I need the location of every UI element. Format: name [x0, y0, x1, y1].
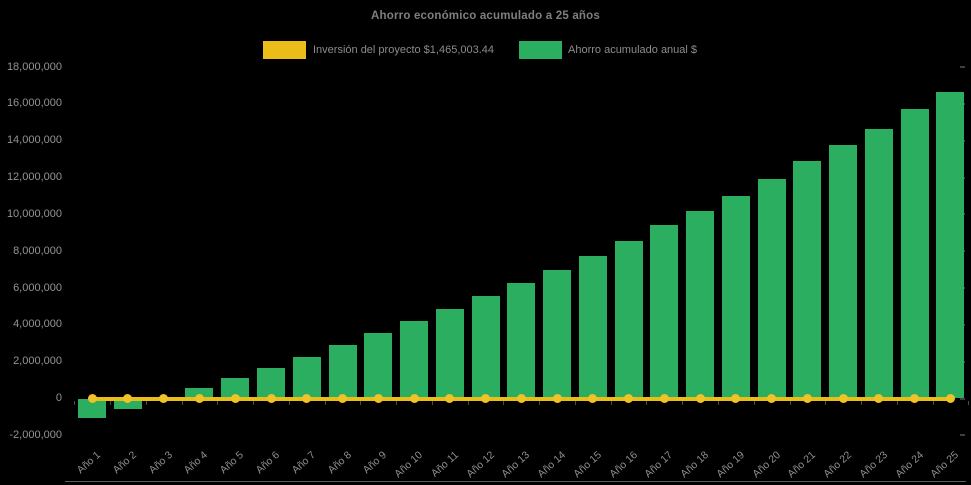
x-axis-label: Año 1: [74, 449, 104, 477]
investment-line-marker: [624, 394, 634, 403]
investment-line-marker: [838, 394, 848, 403]
investment-line-marker: [945, 394, 955, 403]
right-axis-tick: [960, 66, 965, 69]
investment-line-marker: [302, 394, 312, 403]
investment-line-marker: [731, 394, 741, 403]
category-axis-tick: [396, 401, 398, 405]
right-axis-tick: [960, 397, 965, 400]
investment-line-marker: [695, 394, 705, 403]
bar-año-17: [650, 225, 679, 399]
bar-año-16: [614, 241, 643, 399]
y-axis-label: -2,000,000: [9, 428, 62, 441]
y-axis-label: 18,000,000: [6, 60, 62, 73]
bar-año-24: [900, 108, 929, 399]
bar-año-7: [292, 357, 321, 399]
y-axis-label: 6,000,000: [13, 281, 62, 294]
category-axis-tick: [968, 401, 970, 405]
investment-line-marker: [445, 394, 455, 403]
category-axis-tick: [825, 401, 827, 405]
category-axis-tick: [789, 401, 791, 405]
legend-swatch-investment: [263, 41, 306, 59]
category-axis-tick: [682, 401, 684, 405]
y-axis-label: 14,000,000: [6, 134, 62, 147]
bar-año-6: [257, 368, 285, 399]
category-axis-tick: [217, 401, 219, 405]
category-axis-tick: [718, 401, 719, 405]
investment-line-marker: [802, 394, 812, 403]
category-axis-tick: [467, 401, 469, 405]
bar-año-22: [829, 145, 858, 399]
category-axis-tick: [646, 401, 648, 405]
bar-año-1: [78, 398, 107, 418]
investment-line-marker: [123, 394, 133, 403]
legend-swatch-savings: [519, 41, 562, 59]
bar-año-25: [936, 91, 965, 399]
y-axis-label: 12,000,000: [6, 171, 62, 184]
legend-label-investment: Inversión del proyecto $1,465,003.44: [313, 44, 495, 56]
bar-año-20: [757, 178, 786, 399]
chart-title: Ahorro económico acumulado a 25 años: [371, 10, 600, 22]
bar-año-23: [864, 128, 893, 399]
y-axis-label: 8,000,000: [13, 244, 62, 257]
category-axis-tick: [145, 401, 147, 405]
investment-line-marker: [659, 394, 669, 403]
investment-line-marker: [409, 394, 419, 403]
category-axis-tick: [896, 401, 898, 405]
y-axis-label: 2,000,000: [13, 355, 62, 368]
bar-año-13: [507, 283, 536, 399]
bar-año-15: [578, 255, 607, 399]
investment-line-marker: [266, 394, 276, 403]
category-axis-tick: [253, 401, 255, 405]
legend-label-savings: Ahorro acumulado anual $: [568, 44, 698, 56]
category-axis-tick: [753, 401, 755, 405]
category-axis-tick: [181, 401, 183, 405]
investment-line-marker: [159, 394, 169, 403]
bar-año-12: [471, 296, 500, 399]
bar-año-4: [185, 388, 214, 399]
category-axis-tick: [431, 401, 433, 405]
investment-line-marker: [874, 394, 884, 403]
category-axis-tick: [861, 401, 863, 405]
investment-line-marker: [481, 394, 491, 403]
investment-line-marker: [910, 394, 920, 403]
category-axis-tick: [74, 401, 76, 405]
category-axis-tick: [610, 401, 612, 405]
investment-line-marker: [338, 394, 348, 403]
bar-año-14: [543, 269, 572, 399]
y-axis-label: 0: [55, 392, 62, 404]
investment-line-marker: [552, 394, 562, 403]
investment-line-marker: [373, 394, 383, 403]
chart-bottom-border: [65, 481, 966, 482]
bar-año-11: [435, 309, 464, 399]
investment-line-marker: [87, 394, 97, 403]
investment-line-marker: [767, 394, 777, 403]
y-axis-label: 10,000,000: [6, 207, 62, 220]
category-axis-tick: [503, 401, 505, 405]
bar-año-9: [364, 333, 393, 399]
bar-año-10: [400, 321, 429, 399]
category-axis-tick: [574, 401, 576, 405]
investment-line-marker: [194, 394, 204, 403]
investment-line-marker: [230, 394, 240, 403]
category-axis-tick: [324, 401, 326, 405]
investment-line-marker: [516, 394, 526, 403]
bar-año-2: [113, 398, 142, 409]
right-axis-tick: [960, 434, 965, 437]
category-axis-tick: [288, 401, 290, 405]
bar-año-21: [793, 161, 822, 399]
y-axis-label: 4,000,000: [13, 318, 62, 331]
investment-line-marker: [588, 394, 598, 403]
category-axis-tick: [360, 401, 362, 405]
bar-año-5: [221, 378, 250, 399]
category-axis-tick: [110, 401, 112, 405]
bar-año-8: [328, 345, 357, 399]
y-axis-label: 16,000,000: [6, 97, 62, 110]
category-axis-tick: [932, 401, 934, 405]
bar-año-19: [721, 195, 750, 399]
category-axis-tick: [539, 401, 541, 405]
bar-año-18: [686, 210, 715, 399]
